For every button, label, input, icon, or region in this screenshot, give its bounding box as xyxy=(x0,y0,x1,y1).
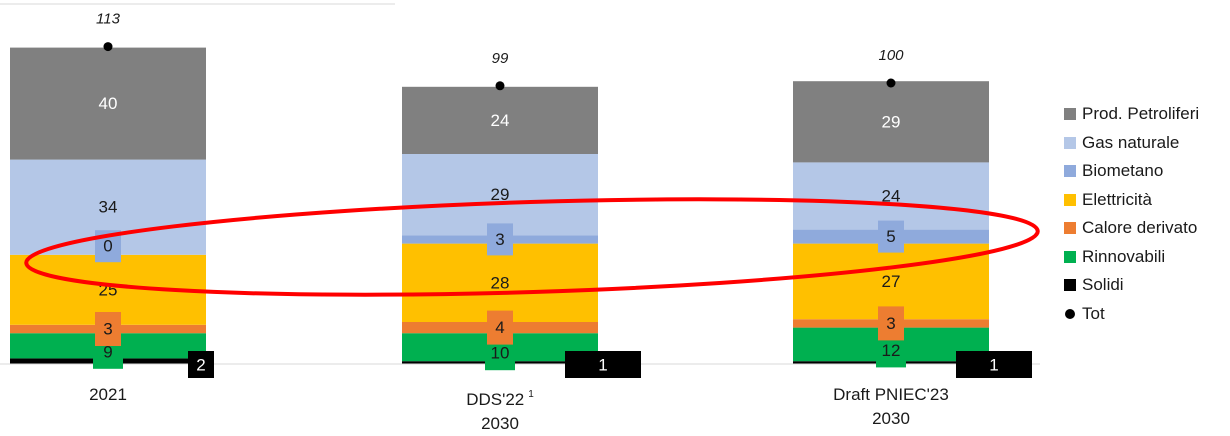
data-label-biometano: 3 xyxy=(495,230,504,249)
x-tick-2021: 2021 xyxy=(89,385,127,404)
bar-segment-prod-petroliferi xyxy=(402,86,598,154)
data-label-rinnovabili: 10 xyxy=(491,344,510,363)
label-box-biometano xyxy=(878,220,904,253)
legend-item-prod-petroliferi: Prod. Petroliferi xyxy=(1064,100,1199,129)
total-label: 113 xyxy=(96,11,121,28)
legend-swatch xyxy=(1064,279,1076,292)
data-label-rinnovabili: 9 xyxy=(103,342,112,361)
data-label-gas-naturale: 24 xyxy=(882,187,901,206)
total-label: 99 xyxy=(492,50,509,67)
data-label-elettricita: 27 xyxy=(882,272,901,291)
label-box-solidi xyxy=(188,351,214,378)
legend-swatch xyxy=(1064,165,1076,178)
legend-item-solidi: Solidi xyxy=(1064,271,1199,300)
data-label-solidi: 1 xyxy=(989,356,998,375)
legend-item-rinnovabili: Rinnovabili xyxy=(1064,243,1199,272)
legend-swatch xyxy=(1064,193,1076,206)
legend-item-biometano: Biometano xyxy=(1064,157,1199,186)
data-label-biometano: 0 xyxy=(103,237,112,256)
x-tick-dds22: DDS'22 1 2030 xyxy=(466,389,534,433)
data-label-solidi: 1 xyxy=(598,356,607,375)
legend-swatch xyxy=(1064,108,1076,121)
legend-item-elettricita: Elettricità xyxy=(1064,186,1199,215)
total-label: 100 xyxy=(878,47,904,64)
label-box-solidi xyxy=(956,351,1032,378)
bar-segment-prod-petroliferi xyxy=(10,47,206,160)
total-marker xyxy=(495,81,505,91)
total-markers: 113 99 100 xyxy=(96,11,904,91)
legend-swatch xyxy=(1064,136,1076,149)
data-label-prod-petroliferi: 29 xyxy=(882,112,901,131)
data-label-prod-petroliferi: 40 xyxy=(99,94,118,113)
bar-stacks xyxy=(10,47,989,364)
data-label-rinnovabili: 12 xyxy=(882,341,901,360)
legend-item-tot: Tot xyxy=(1064,300,1199,329)
legend-item-calore-derivato: Calore derivato xyxy=(1064,214,1199,243)
label-box-calore-derivato xyxy=(878,306,904,341)
x-tick-pniec23: Draft PNIEC'23 2030 xyxy=(833,385,949,428)
legend-item-gas-naturale: Gas naturale xyxy=(1064,129,1199,158)
legend-swatch xyxy=(1064,250,1076,263)
label-box-calore-derivato xyxy=(95,312,121,346)
label-box-biometano xyxy=(487,223,513,256)
legend-swatch xyxy=(1064,222,1076,235)
label-box-calore-derivato xyxy=(487,310,513,345)
total-marker xyxy=(103,42,113,52)
data-label-calore-derivato: 4 xyxy=(495,318,504,337)
total-marker xyxy=(886,78,896,88)
data-label-gas-naturale: 34 xyxy=(99,198,118,217)
data-label-elettricita: 28 xyxy=(491,273,510,292)
data-label-prod-petroliferi: 24 xyxy=(491,111,510,130)
bar-segment-gas-naturale xyxy=(402,154,598,236)
data-label-solidi: 2 xyxy=(196,356,205,375)
label-box-solidi xyxy=(565,351,641,378)
legend-dot-icon xyxy=(1065,308,1075,319)
bar-segment-prod-petroliferi xyxy=(793,81,989,163)
legend: Prod. Petroliferi Gas naturale Biometano… xyxy=(1064,100,1199,328)
data-label-biometano: 5 xyxy=(886,227,895,246)
highlight-ellipse xyxy=(24,197,1040,297)
data-label-gas-naturale: 29 xyxy=(491,185,510,204)
data-label-calore-derivato: 3 xyxy=(103,320,112,339)
bar-segment-elettricita xyxy=(402,243,598,322)
bar-segment-gas-naturale xyxy=(793,162,989,230)
data-label-calore-derivato: 3 xyxy=(886,314,895,333)
